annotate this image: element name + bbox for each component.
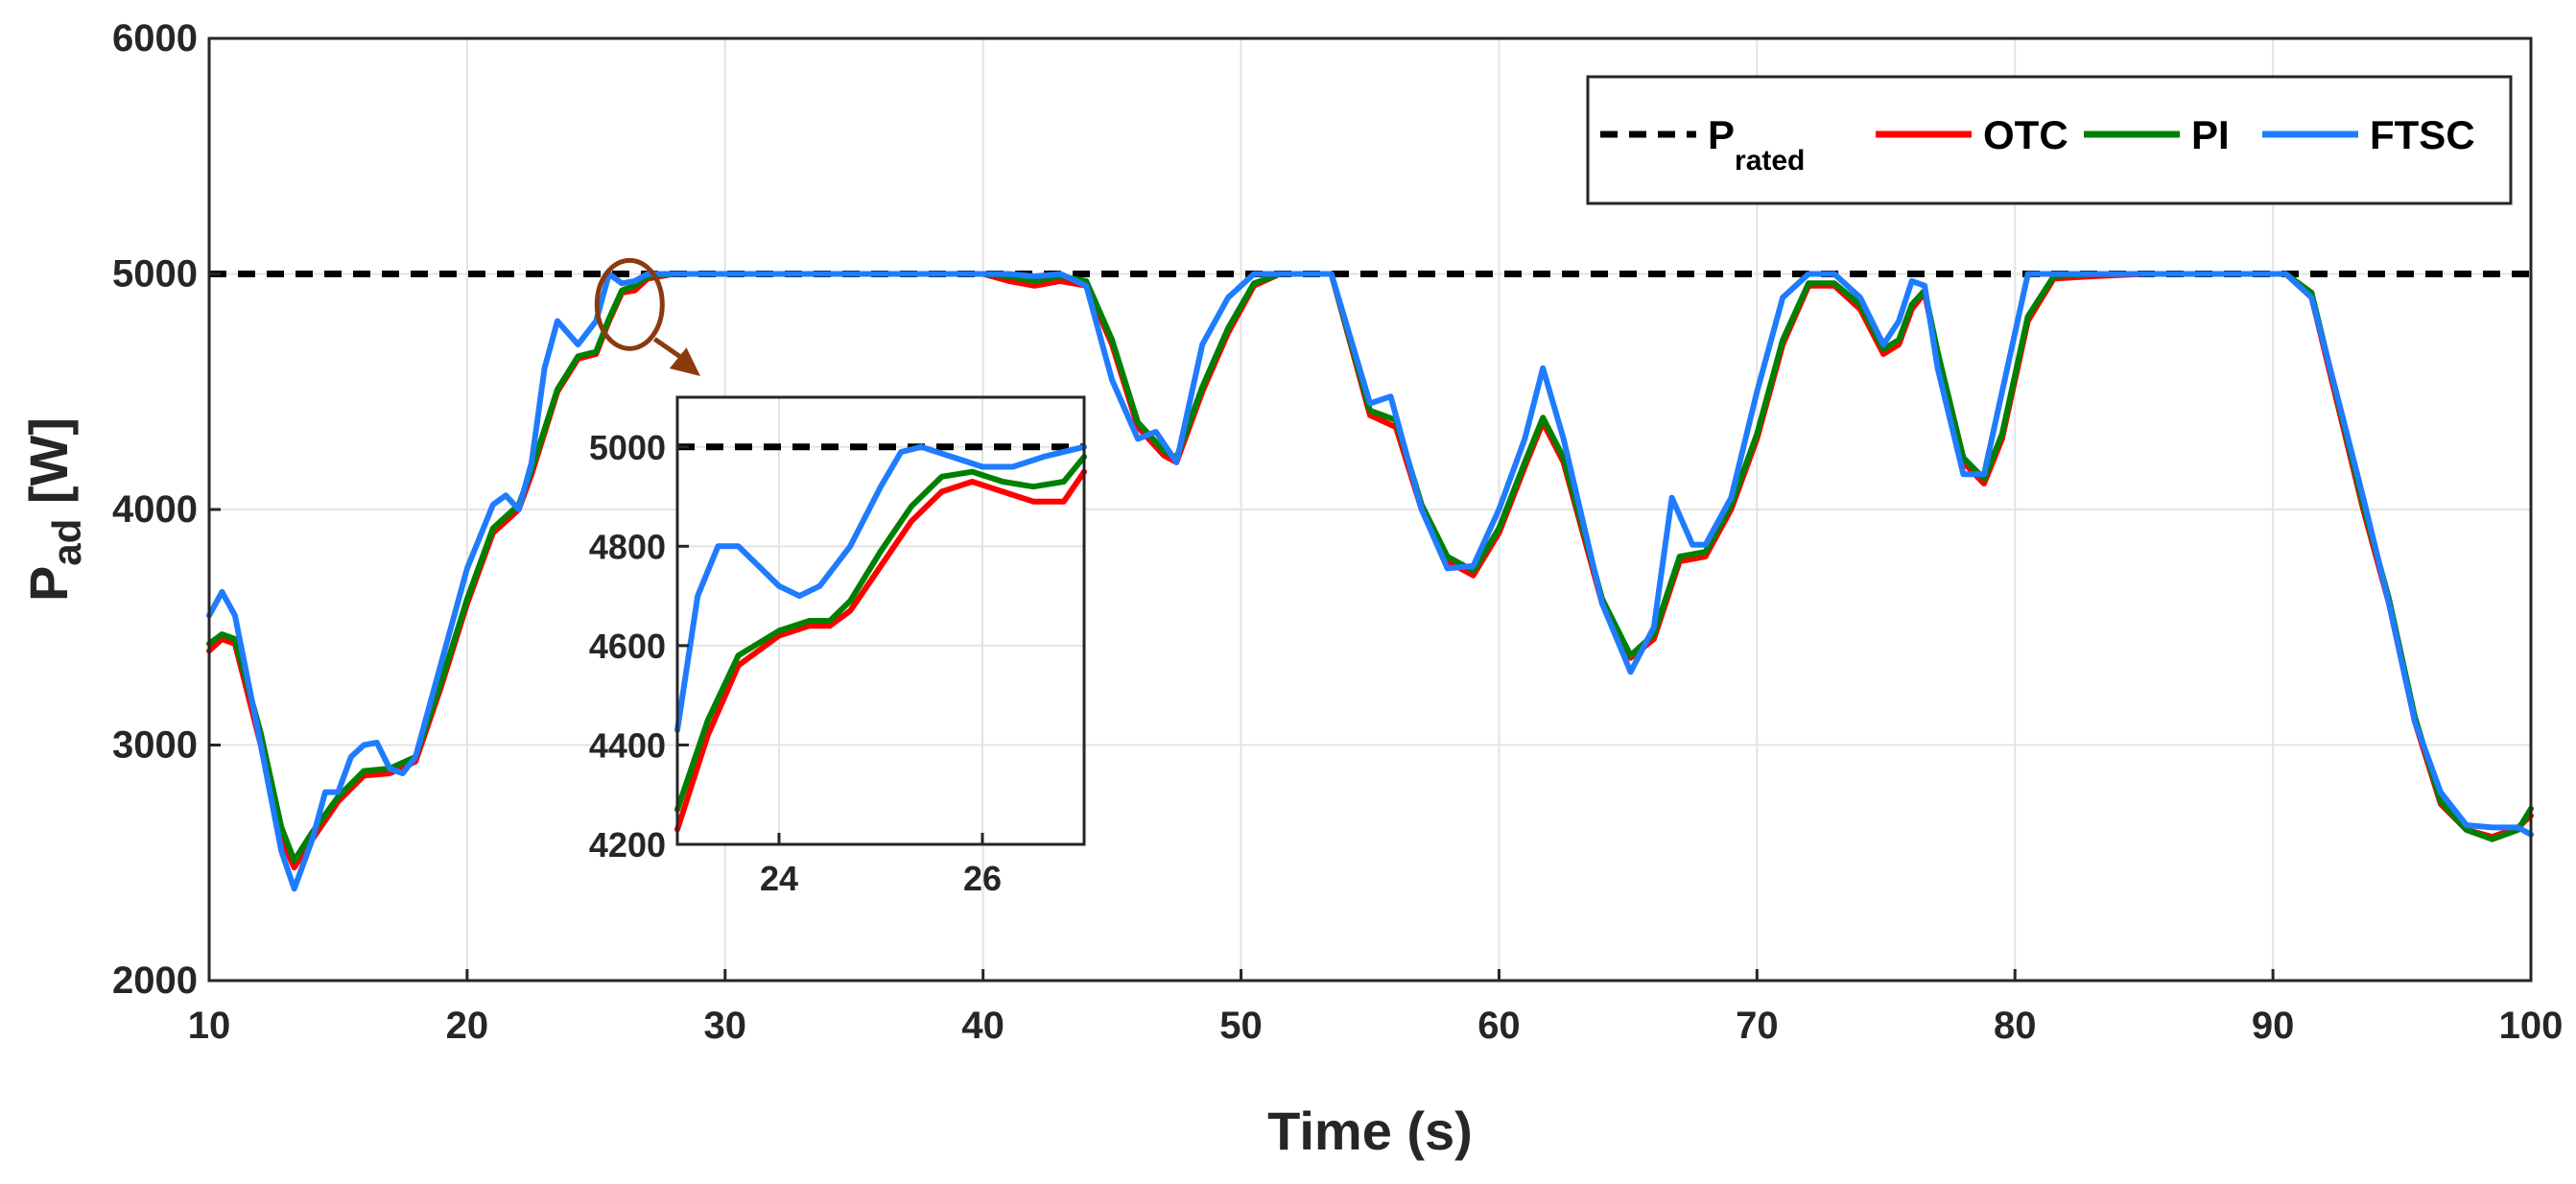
main-x-tick-label: 60: [1477, 1005, 1521, 1047]
y-axis-label: Pad [W]: [18, 417, 89, 602]
inset-y-tick-label: 5000: [589, 428, 666, 467]
main-x-tick-label: 30: [704, 1005, 747, 1047]
main-x-tick-label: 80: [1994, 1005, 2037, 1047]
main-y-tick-label: 2000: [112, 959, 198, 1002]
inset-axes-frame: [675, 395, 1086, 846]
main-x-tick-label: 20: [446, 1005, 489, 1047]
inset-plot-area: 24 26 4200 4400 4600 4800 5000: [589, 395, 1087, 898]
main-series-group: [206, 271, 2534, 892]
main-tick-labels: 10 20 30 40 50 60 70 80 90 100 2000 3000 4000 5000 600…: [112, 17, 2563, 1047]
legend-box: [1586, 75, 2513, 205]
inset-x-tick-label: 24: [760, 859, 798, 898]
legend-label-ftsc: FTSC: [2370, 112, 2475, 157]
inset-y-tick-label: 4400: [589, 725, 666, 765]
main-y-tick-label: 4000: [112, 488, 198, 531]
main-x-tick-label: 90: [2252, 1005, 2295, 1047]
legend-label-pi: PI: [2191, 112, 2230, 157]
inset-series-group: [674, 443, 1087, 833]
main-x-tick-label: 70: [1736, 1005, 1779, 1047]
inset-series-otc: [674, 468, 1087, 833]
inset-y-tick-label: 4800: [589, 527, 666, 566]
inset-y-tick-label: 4200: [589, 825, 666, 864]
inset-series-pi: [674, 454, 1087, 813]
legend-label-otc: OTC: [1983, 112, 2068, 157]
main-y-tick-label: 5000: [112, 253, 198, 296]
main-x-tick-label: 10: [188, 1005, 231, 1047]
y-axis-label-main: P: [18, 566, 79, 602]
main-series-ftsc: [206, 271, 2534, 892]
main-x-tick-label: 50: [1219, 1005, 1263, 1047]
inset-axes-background: [677, 397, 1084, 844]
inset-y-tick-label: 4600: [589, 627, 666, 666]
y-axis-label-sub: ad: [44, 519, 89, 566]
main-y-tick-label: 3000: [112, 724, 198, 767]
inset-x-tick-label: 26: [963, 859, 1002, 898]
main-y-tick-label: 6000: [112, 17, 198, 59]
main-x-tick-label: 100: [2499, 1005, 2564, 1047]
inset-series-ftsc: [674, 443, 1087, 733]
main-x-tick-label: 40: [961, 1005, 1004, 1047]
zoom-highlight-ellipse: [594, 257, 665, 351]
y-axis-label-unit: [W]: [18, 417, 79, 519]
legend-label-sub: rated: [1735, 145, 1805, 177]
inset-tick-labels: 24 26 4200 4400 4600 4800 5000: [589, 428, 1002, 898]
zoom-arrowhead: [669, 347, 700, 376]
x-axis-label: Time (s): [1267, 1101, 1473, 1161]
zoom-callout: [594, 257, 700, 376]
